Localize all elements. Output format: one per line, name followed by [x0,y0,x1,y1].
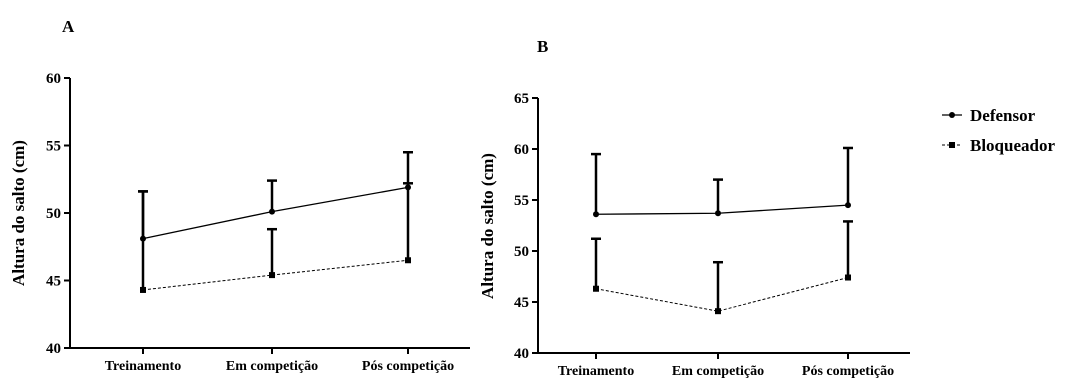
panel-b-label: B [537,37,548,56]
panel-b-bloqueador-point [715,308,721,315]
panel-b-y-tick-label: 65 [514,91,529,107]
legend-item-bloqueador: Bloqueador [942,136,1055,155]
panel-b-defensor-point [845,202,851,209]
panel-a-label: A [62,17,75,36]
panel-b-x-tick-label: Pós competição [802,364,894,379]
panel-a-x-tick-label: Pós competição [362,359,454,374]
legend-label-bloqueador: Bloqueador [970,136,1055,155]
panel-b-bloqueador-series-line [595,277,849,312]
panel-a-y-tick-label: 55 [46,139,61,155]
panel-a-bloqueador-point [405,257,411,264]
panel-b-x-tick-label: Em competição [672,364,764,379]
panel-a-y-tick-label: 60 [46,71,61,87]
panel-a-bloqueador-point [269,272,275,279]
panel-a-defensor-point [269,208,275,215]
panel-b-plot-area: 40 45 50 55 60 65 Treinamento Em competição Pós … [514,91,910,379]
panel-b-bloqueador-point [845,274,851,281]
chart-panel-b: B Altura do salto (cm) 40 45 50 55 60 65 Trein… [478,37,910,379]
panel-a-x-tick-label: Treinamento [105,359,181,374]
panel-a-x-tick-label: Em competição [226,359,318,374]
panel-b-bloqueador-point [593,285,599,292]
panel-a-plot-area: 40 45 50 55 60 Treinamento Em competição Pós co… [46,71,470,374]
panel-a-y-tick-label: 45 [46,274,61,290]
panel-a-y-axis-title: Altura do salto (cm) [9,140,28,286]
panel-b-defensor-point [715,210,721,217]
panel-a-bloqueador-series-line [142,259,409,291]
panel-b-defensor-point [593,211,599,218]
legend-marker-circle [949,112,955,118]
panel-b-y-axis-title: Altura do salto (cm) [478,153,497,299]
panel-a-y-tick-label: 50 [46,206,61,222]
panel-b-x-tick-label: Treinamento [558,364,634,379]
legend-item-defensor: Defensor [942,106,1036,125]
panel-a-bloqueador-point [140,286,146,293]
legend-marker-square [949,142,955,148]
panel-b-y-tick-label: 60 [514,142,529,158]
panel-b-y-tick-label: 40 [514,346,529,362]
panel-b-defensor-series-line [595,204,849,215]
panel-a-y-tick-label: 40 [46,341,61,357]
chart-panel-a: A Altura do salto (cm) 40 45 50 55 60 Treinam… [9,17,470,374]
panel-b-y-tick-label: 50 [514,244,529,260]
panel-a-defensor-series-line [142,186,409,240]
legend-label-defensor: Defensor [970,106,1036,125]
panel-b-y-tick-label: 55 [514,193,529,209]
panel-b-y-tick-label: 45 [514,295,529,311]
legend: Defensor Bloqueador [942,106,1055,155]
